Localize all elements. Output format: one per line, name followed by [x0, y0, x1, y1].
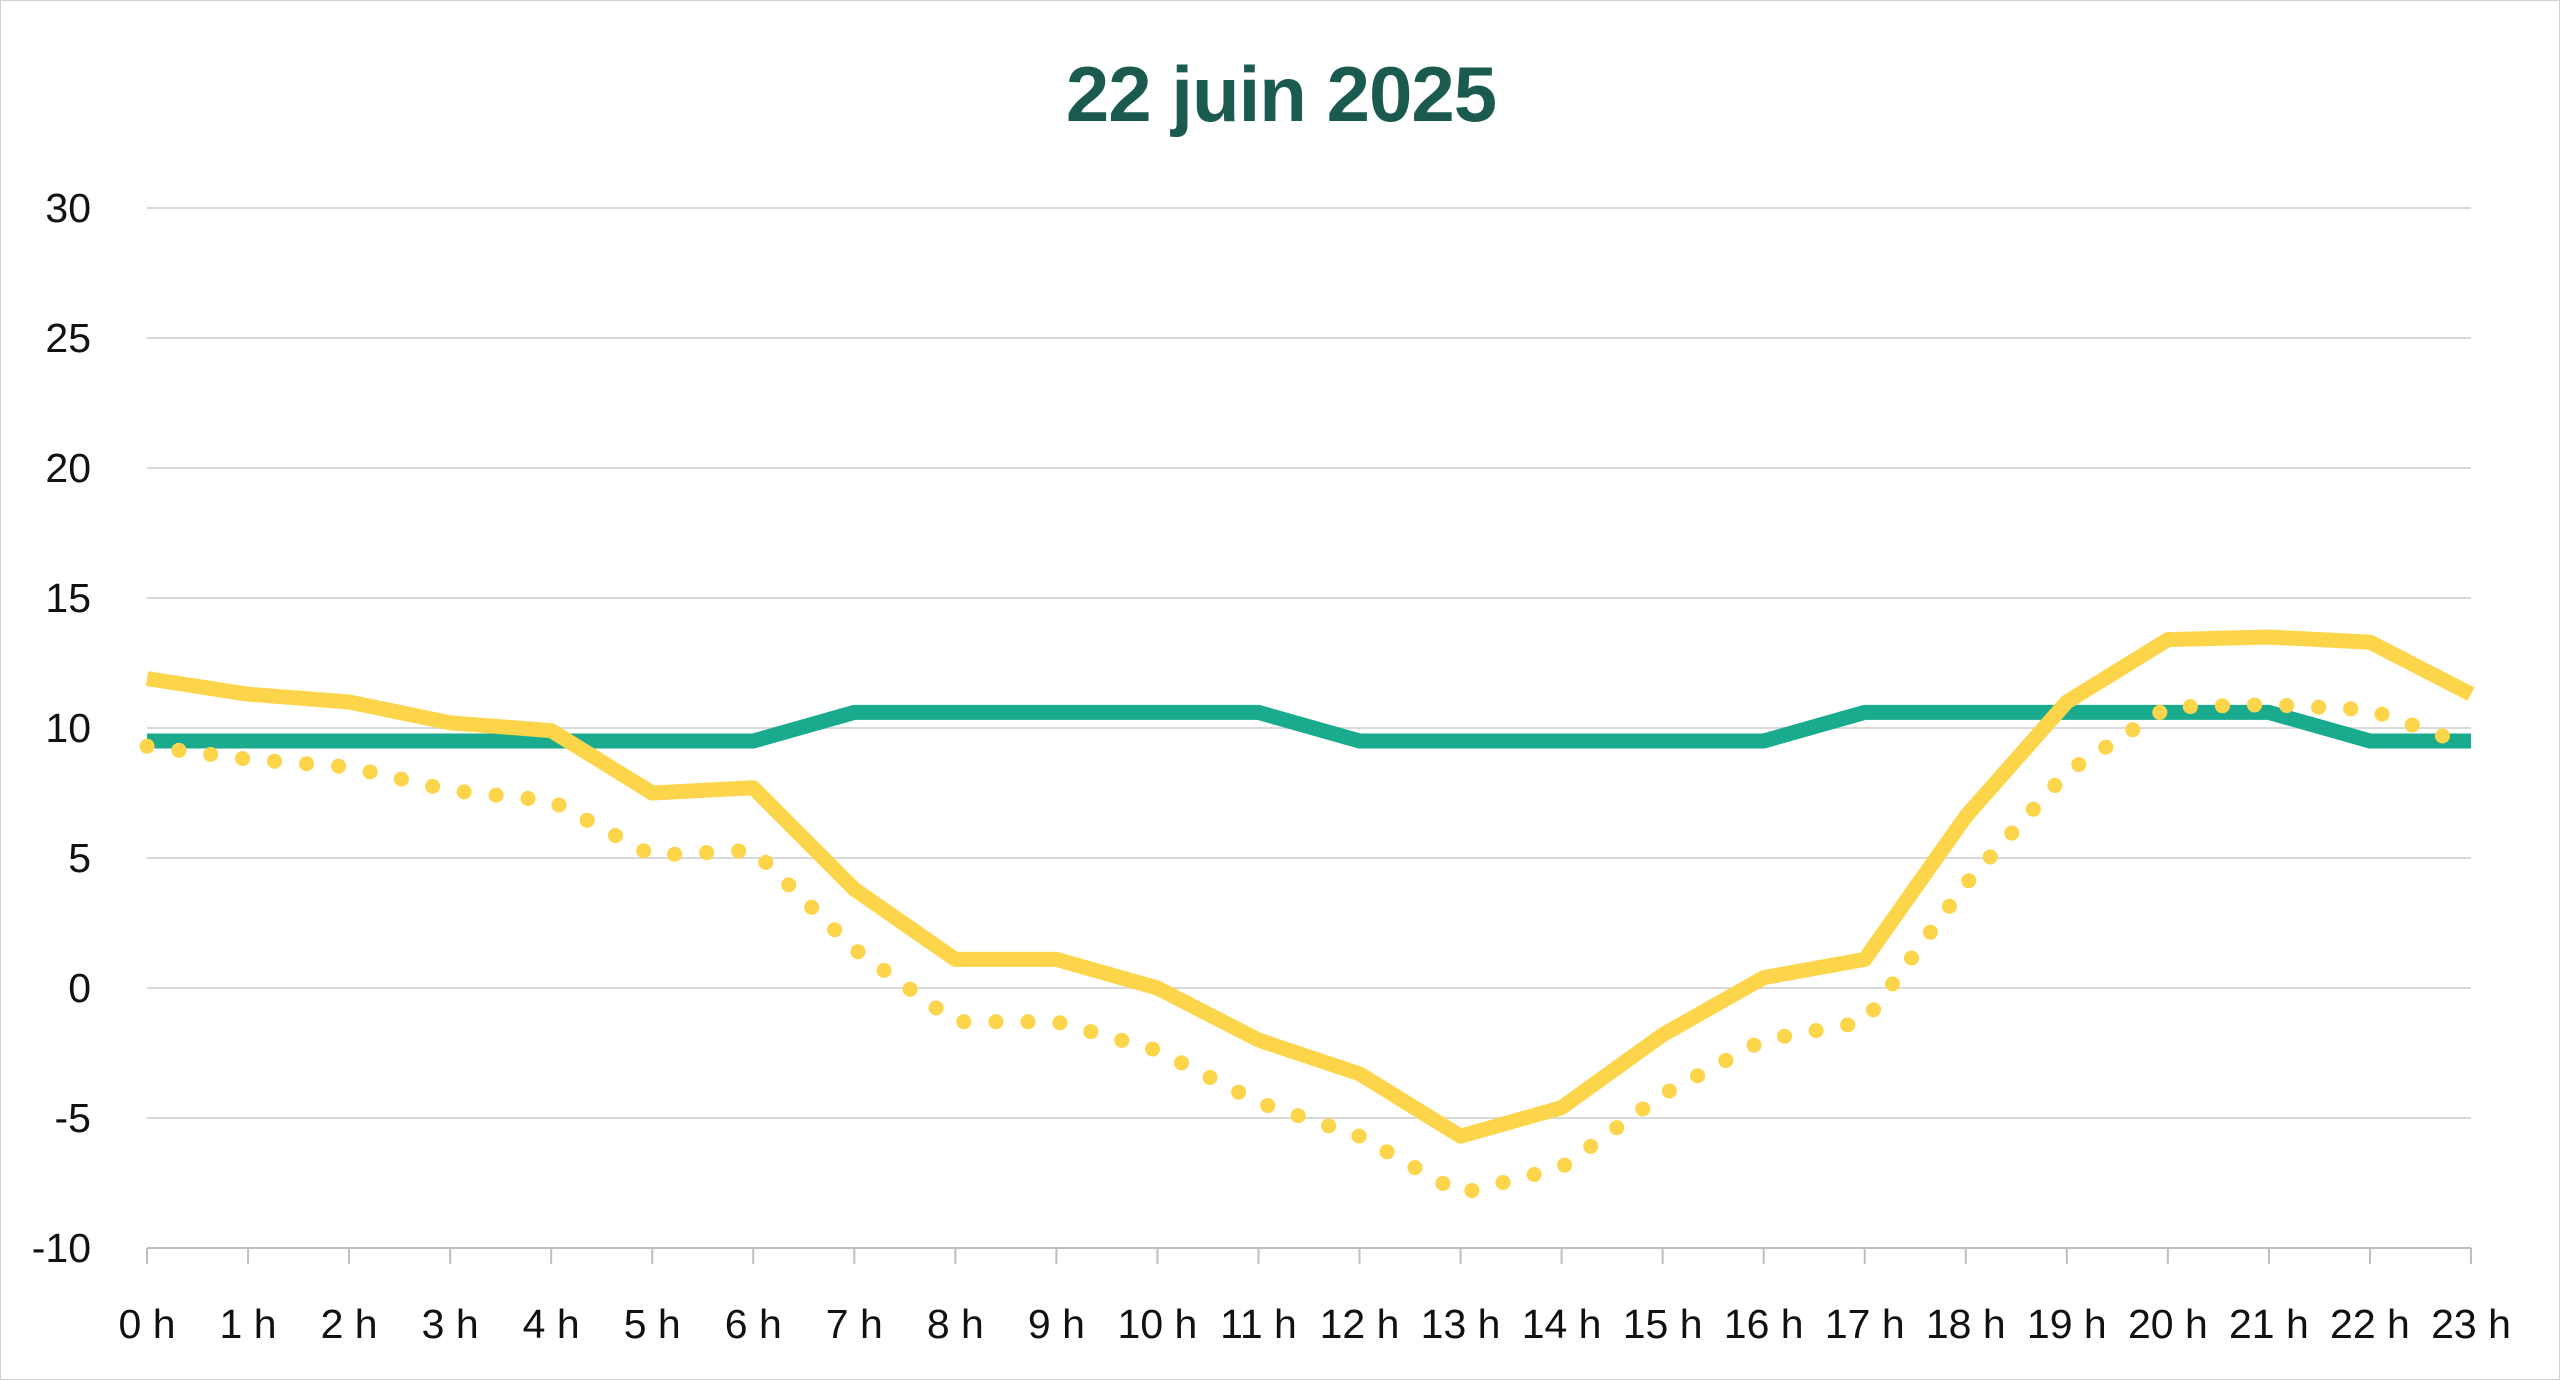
x-tick-label: 8 h — [927, 1301, 984, 1347]
y-tick-label: 5 — [68, 835, 91, 881]
series-line-0 — [147, 704, 2471, 749]
y-tick-labels: 30 25 20 15 10 5 0 -5 -10 — [32, 185, 91, 1271]
x-tick-label: 23 h — [2431, 1301, 2511, 1347]
x-tick-label: 22 h — [2330, 1301, 2410, 1347]
x-tick-label: 7 h — [826, 1301, 883, 1347]
data-point — [1257, 1101, 1259, 1103]
y-tick-label: 25 — [45, 315, 91, 361]
y-tick-label: -5 — [55, 1095, 91, 1141]
x-tick-label: 20 h — [2128, 1301, 2208, 1347]
data-point — [752, 849, 754, 851]
x-tick-label: 21 h — [2229, 1301, 2309, 1347]
x-tick-label: 15 h — [1623, 1301, 1703, 1347]
data-point — [954, 1021, 956, 1023]
x-tick-label: 6 h — [725, 1301, 782, 1347]
y-tick-label: 15 — [45, 575, 91, 621]
x-tick-label: 19 h — [2027, 1301, 2107, 1347]
x-tick-label: 4 h — [523, 1301, 580, 1347]
x-tick-label: 1 h — [220, 1301, 277, 1347]
y-tick-label: -10 — [32, 1225, 91, 1271]
x-tick-label: 13 h — [1421, 1301, 1501, 1347]
y-tick-label: 0 — [68, 965, 91, 1011]
data-point — [2066, 771, 2068, 773]
series-line-1 — [145, 629, 2475, 1144]
data-point — [1864, 1021, 1866, 1023]
x-tick-label: 10 h — [1118, 1301, 1198, 1347]
x-tick-label: 14 h — [1522, 1301, 1602, 1347]
x-axis — [146, 1247, 2472, 1264]
x-tick-label: 17 h — [1825, 1301, 1905, 1347]
chart-title: 22 juin 2025 — [1065, 50, 1497, 138]
series-line-dotted — [139, 697, 2479, 1201]
grid-lines — [147, 207, 2471, 1119]
data-point — [348, 766, 350, 768]
data-point — [2369, 709, 2371, 711]
y-tick-label: 30 — [45, 185, 91, 231]
x-tick-label: 5 h — [624, 1301, 681, 1347]
y-tick-label: 20 — [45, 445, 91, 491]
x-tick-labels: 0 h 1 h 2 h 3 h 4 h 5 h 6 h 7 h 8 h 9 h 10 h 11 h 12… — [119, 1301, 2511, 1347]
y-tick-label: 10 — [45, 705, 91, 751]
data-point — [550, 800, 552, 802]
x-tick-label: 16 h — [1724, 1301, 1804, 1347]
x-tick-label: 11 h — [1220, 1301, 1297, 1347]
x-tick-label: 18 h — [1926, 1301, 2006, 1347]
series-group — [139, 629, 2479, 1201]
x-tick-label: 12 h — [1320, 1301, 1400, 1347]
data-point — [1763, 1039, 1765, 1041]
x-tick-label: 9 h — [1028, 1301, 1085, 1347]
x-tick-label: 2 h — [321, 1301, 378, 1347]
x-tick-label: 0 h — [119, 1301, 176, 1347]
data-point — [449, 789, 451, 791]
x-tick-label: 3 h — [422, 1301, 479, 1347]
data-point — [651, 854, 653, 856]
data-point — [1460, 1192, 1462, 1194]
